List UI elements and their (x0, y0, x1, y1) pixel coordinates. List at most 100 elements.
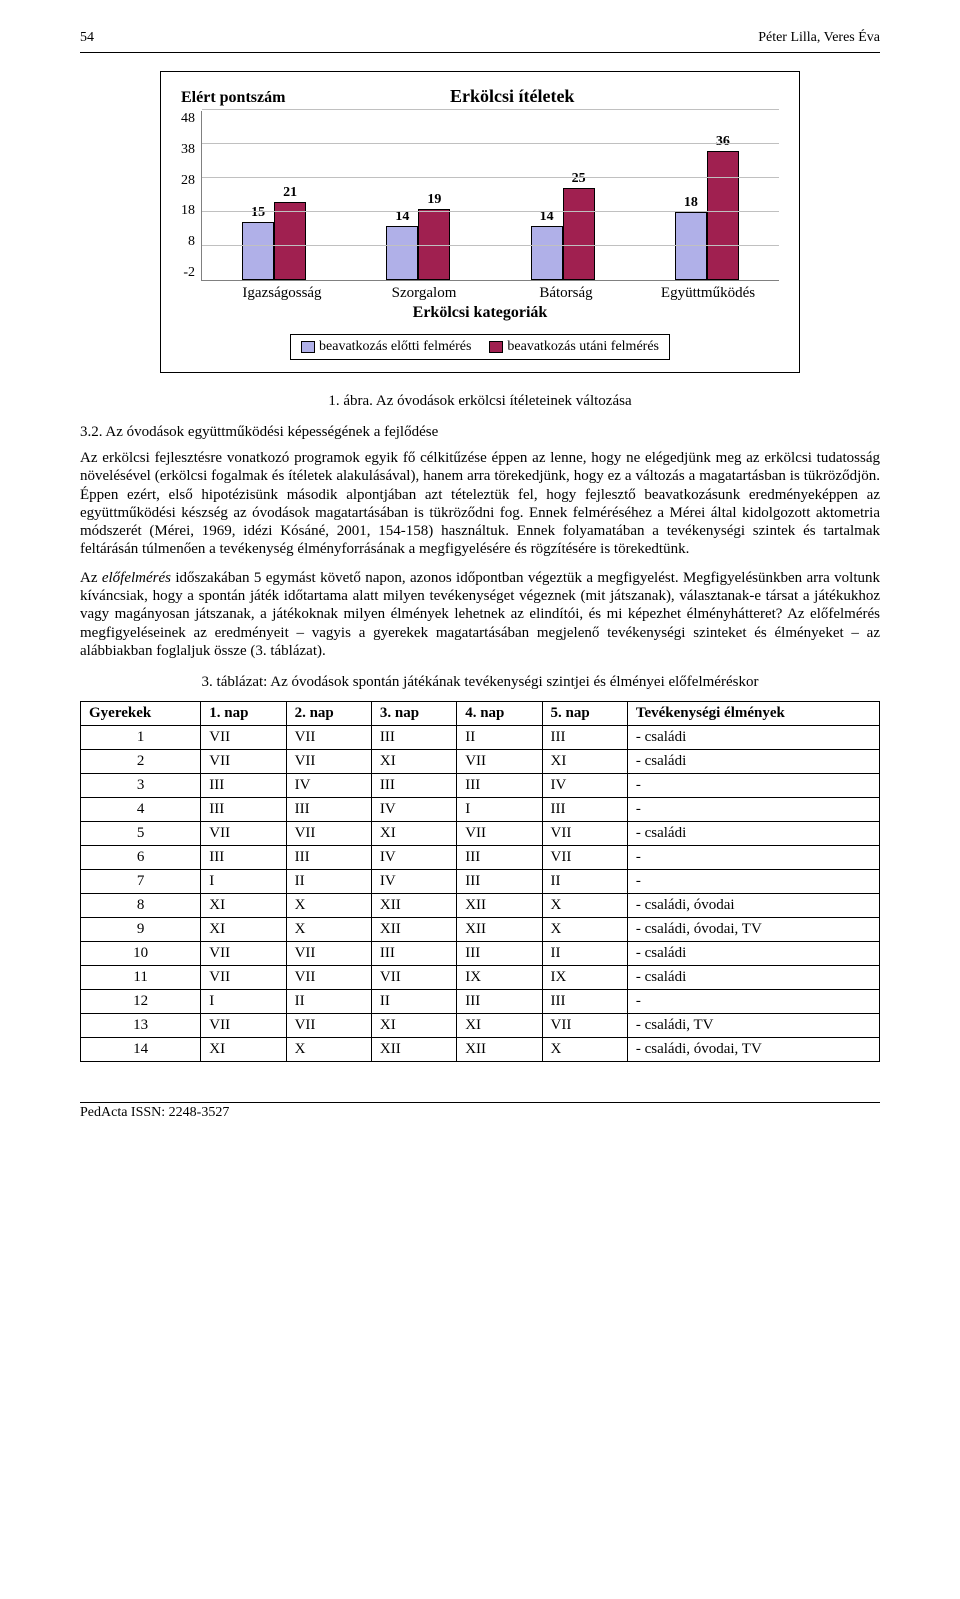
table-cell: XII (371, 894, 456, 918)
table-row: 9XIXXIIXIIX- családi, óvodai, TV (81, 918, 880, 942)
bar-value-label: 18 (684, 195, 698, 211)
table-cell: XII (457, 894, 542, 918)
table-cell: VII (286, 822, 371, 846)
table-cell: VII (201, 942, 286, 966)
table-row: 12IIIIIIIIIII- (81, 990, 880, 1014)
table-cell: III (542, 798, 627, 822)
table-cell: 13 (81, 1014, 201, 1038)
table-cell: VII (457, 750, 542, 774)
legend-swatch (489, 341, 503, 353)
bar-value-label: 21 (283, 185, 297, 201)
table-row: 10VIIVIIIIIIIIII- családi (81, 942, 880, 966)
table-cell: - családi (627, 726, 879, 750)
chart-legend: beavatkozás előtti felmérés beavatkozás u… (290, 334, 670, 360)
table-cell: VII (201, 966, 286, 990)
table-cell: IX (457, 966, 542, 990)
table-cell: II (371, 990, 456, 1014)
table-cell: XII (457, 918, 542, 942)
table-row: 4IIIIIIIVIIII- (81, 798, 880, 822)
table-cell: III (286, 798, 371, 822)
table-cell: VII (542, 846, 627, 870)
y-tick-label: 28 (181, 173, 195, 189)
table-cell: - (627, 846, 879, 870)
table-cell: III (542, 726, 627, 750)
plot-area: 1521141914251836 (201, 111, 779, 281)
bar: 14 (386, 226, 418, 280)
legend-swatch (301, 341, 315, 353)
table-cell: IX (542, 966, 627, 990)
table-cell: VII (371, 966, 456, 990)
bar-group: 1425 (491, 111, 635, 280)
table-row: 1VIIVIIIIIIIIII- családi (81, 726, 880, 750)
bar: 36 (707, 151, 739, 280)
table-cell: XII (457, 1038, 542, 1062)
table-cell: VII (542, 1014, 627, 1038)
table-header-row: Gyerekek1. nap2. nap3. nap4. nap5. napTe… (81, 702, 880, 726)
x-tick-label: Igazságosság (211, 285, 353, 302)
table-header-cell: Tevékenységi élmények (627, 702, 879, 726)
table-header-cell: 4. nap (457, 702, 542, 726)
table-cell: XI (371, 1014, 456, 1038)
x-tick-label: Bátorság (495, 285, 637, 302)
data-table: Gyerekek1. nap2. nap3. nap4. nap5. napTe… (80, 701, 880, 1062)
gridline (202, 211, 779, 212)
table-cell: XI (371, 822, 456, 846)
table-cell: X (286, 1038, 371, 1062)
table-row: 13VIIVIIXIXIVII- családi, TV (81, 1014, 880, 1038)
table-cell: III (457, 774, 542, 798)
legend-item: beavatkozás előtti felmérés (301, 339, 471, 355)
table-cell: 5 (81, 822, 201, 846)
bar-group: 1836 (635, 111, 779, 280)
table-cell: III (371, 774, 456, 798)
header-rule (80, 52, 880, 53)
table-cell: III (201, 798, 286, 822)
table-cell: III (371, 726, 456, 750)
table-cell: III (457, 990, 542, 1014)
table-caption: 3. táblázat: Az óvodások spontán játékán… (80, 674, 880, 691)
table-cell: III (457, 942, 542, 966)
legend-label: beavatkozás utáni felmérés (507, 339, 659, 354)
table-cell: VII (201, 822, 286, 846)
table-cell: 12 (81, 990, 201, 1014)
table-cell: III (542, 990, 627, 1014)
table-cell: VII (201, 1014, 286, 1038)
table-cell: 6 (81, 846, 201, 870)
legend-label: beavatkozás előtti felmérés (319, 339, 471, 354)
table-cell: X (542, 918, 627, 942)
table-cell: II (542, 942, 627, 966)
table-cell: VII (457, 822, 542, 846)
bar: 15 (242, 222, 274, 280)
chart-title: Erkölcsi ítéletek (245, 86, 779, 107)
authors: Péter Lilla, Veres Éva (758, 30, 880, 46)
table-cell: III (201, 774, 286, 798)
y-axis: 483828188-2 (181, 111, 201, 281)
table-cell: XI (542, 750, 627, 774)
table-cell: 7 (81, 870, 201, 894)
body-paragraph: Az erkölcsi fejlesztésre vonatkozó progr… (80, 449, 880, 559)
table-cell: III (371, 942, 456, 966)
running-head: 54 Péter Lilla, Veres Éva (80, 30, 880, 46)
y-tick-label: 8 (188, 234, 195, 250)
table-cell: 8 (81, 894, 201, 918)
table-cell: XI (201, 1038, 286, 1062)
table-cell: - családi, TV (627, 1014, 879, 1038)
table-cell: I (201, 990, 286, 1014)
y-tick-label: 48 (181, 111, 195, 127)
table-cell: 2 (81, 750, 201, 774)
x-axis: IgazságosságSzorgalomBátorságEgyüttműköd… (211, 285, 779, 302)
table-cell: VII (286, 942, 371, 966)
table-cell: VII (542, 822, 627, 846)
table-cell: IV (371, 798, 456, 822)
bar-value-label: 15 (251, 205, 265, 221)
gridline (202, 109, 779, 110)
table-row: 14XIXXIIXIIX- családi, óvodai, TV (81, 1038, 880, 1062)
table-header-cell: Gyerekek (81, 702, 201, 726)
table-cell: II (286, 990, 371, 1014)
table-cell: IV (371, 870, 456, 894)
table-header-cell: 5. nap (542, 702, 627, 726)
page-footer: PedActa ISSN: 2248-3527 (80, 1102, 880, 1121)
bar: 14 (531, 226, 563, 280)
y-tick-label: 38 (181, 142, 195, 158)
table-cell: III (457, 846, 542, 870)
table-cell: - (627, 870, 879, 894)
